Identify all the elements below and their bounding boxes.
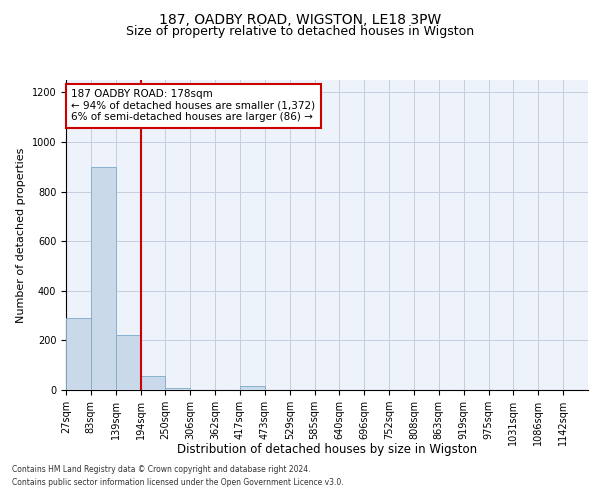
Bar xyxy=(91,167,116,390)
Bar xyxy=(140,376,166,390)
Text: Contains HM Land Registry data © Crown copyright and database right 2024.: Contains HM Land Registry data © Crown c… xyxy=(12,466,311,474)
Y-axis label: Number of detached properties: Number of detached properties xyxy=(16,148,26,322)
Text: Contains public sector information licensed under the Open Government Licence v3: Contains public sector information licen… xyxy=(12,478,344,487)
Text: 187 OADBY ROAD: 178sqm
← 94% of detached houses are smaller (1,372)
6% of semi-d: 187 OADBY ROAD: 178sqm ← 94% of detached… xyxy=(71,90,316,122)
Text: Distribution of detached houses by size in Wigston: Distribution of detached houses by size … xyxy=(177,442,477,456)
Text: 187, OADBY ROAD, WIGSTON, LE18 3PW: 187, OADBY ROAD, WIGSTON, LE18 3PW xyxy=(159,12,441,26)
Bar xyxy=(240,386,265,390)
Bar xyxy=(66,318,91,390)
Bar xyxy=(166,388,190,390)
Text: Size of property relative to detached houses in Wigston: Size of property relative to detached ho… xyxy=(126,25,474,38)
Bar xyxy=(116,336,140,390)
